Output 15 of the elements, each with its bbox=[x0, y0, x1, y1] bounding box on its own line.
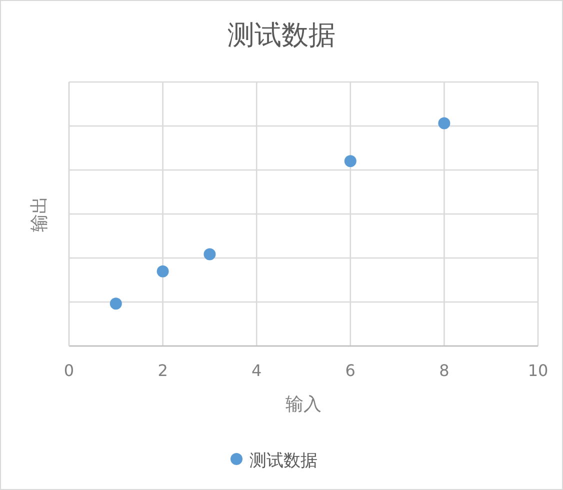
point bbox=[344, 155, 356, 168]
legend-label: 测试数据 bbox=[250, 451, 318, 471]
point bbox=[156, 265, 169, 278]
x-tick-label: 0 bbox=[64, 361, 74, 380]
x-axis-title: 输入 bbox=[286, 394, 322, 415]
point bbox=[204, 248, 216, 260]
point bbox=[110, 298, 122, 310]
point bbox=[438, 117, 450, 130]
chart-title: 测试数据 bbox=[228, 20, 336, 51]
x-tick-label: 8 bbox=[439, 361, 450, 380]
x-tick-label: 2 bbox=[158, 361, 168, 380]
x-tick-label: 6 bbox=[345, 361, 356, 380]
y-axis-title: 输出 bbox=[29, 196, 50, 232]
x-tick-label: 4 bbox=[252, 361, 262, 380]
x-tick-label: 10 bbox=[528, 361, 548, 380]
